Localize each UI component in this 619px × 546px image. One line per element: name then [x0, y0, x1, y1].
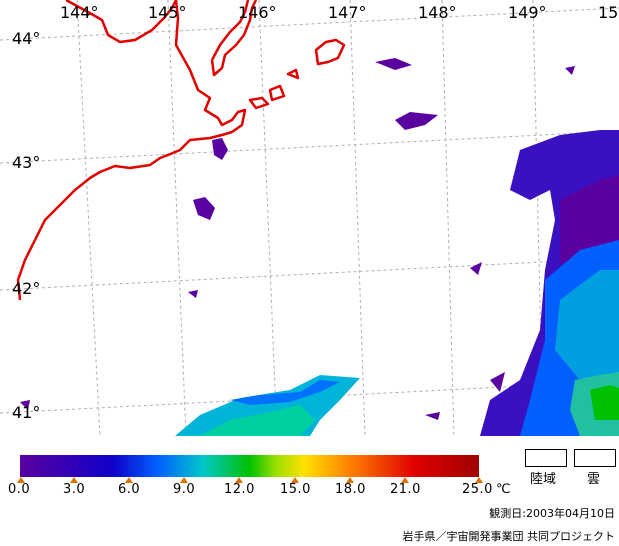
colorbar-tick-label: 0.0 [8, 482, 31, 497]
cloud-legend-label: 雲 [587, 472, 601, 487]
temperature-unit: ℃ [496, 482, 511, 497]
lon-label-145: 145° [148, 3, 187, 22]
colorbar-tick [70, 477, 78, 483]
land-legend-label: 陸域 [530, 472, 557, 487]
colorbar-tick-label: 15.0 [280, 482, 311, 497]
colorbar-tick [475, 477, 483, 483]
credit-line: 岩手県／宇宙開発事業団 共同プロジェクト [402, 530, 616, 543]
colorbar-tick-label: 18.0 [335, 482, 366, 497]
lat-label-44: 44° [12, 29, 40, 48]
colorbar-tick-label: 21.0 [390, 482, 421, 497]
lon-label-144: 144° [60, 3, 99, 22]
colorbar-tick [346, 477, 354, 483]
lon-label-146: 146° [238, 3, 277, 22]
colorbar-tick [235, 477, 243, 483]
colorbar-tick-label: 9.0 [173, 482, 196, 497]
lon-label-149: 149° [508, 3, 547, 22]
colorbar-tick-label: 6.0 [118, 482, 141, 497]
colorbar-tick [180, 477, 188, 483]
cloud-legend-swatch [574, 449, 616, 467]
longitude-labels: 144° 145° 146° 147° 148° 149° 15 [60, 3, 618, 22]
lon-label-147: 147° [328, 3, 367, 22]
sst-map: 144° 145° 146° 147° 148° 149° 15 44° 43°… [0, 0, 619, 436]
temperature-colorbar [20, 455, 479, 477]
observation-date: 観測日:2003年04月10日 [489, 507, 615, 520]
colorbar-tick [401, 477, 409, 483]
colorbar-tick-label: 25.0 [462, 482, 493, 497]
lon-label-148: 148° [418, 3, 457, 22]
lat-label-41: 41° [12, 403, 40, 422]
land-legend-swatch [525, 449, 567, 467]
lon-label-150: 15 [598, 3, 618, 22]
coastline [16, 0, 346, 301]
lat-label-43: 43° [12, 153, 40, 172]
colorbar-tick [291, 477, 299, 483]
latitude-labels: 44° 43° 42° 41° [12, 29, 40, 422]
lat-label-42: 42° [12, 279, 40, 298]
colorbar-tick-label: 3.0 [63, 482, 86, 497]
colorbar-tick [125, 477, 133, 483]
colorbar-tick [17, 477, 25, 483]
sea-surface-temperature [20, 58, 619, 436]
colorbar-tick-label: 12.0 [224, 482, 255, 497]
